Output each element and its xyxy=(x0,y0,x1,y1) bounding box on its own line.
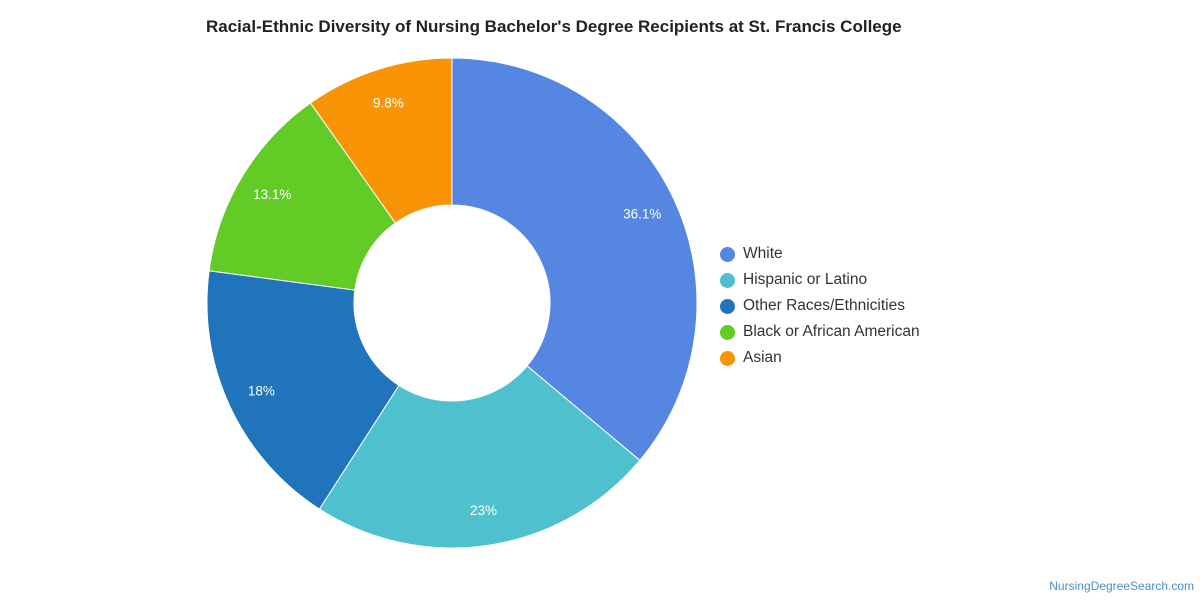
legend-swatch-icon xyxy=(720,350,735,366)
legend-item-hispanic-or-latino[interactable]: Hispanic or Latino xyxy=(720,267,920,293)
data-label-hispanic-or-latino: 23% xyxy=(470,503,497,518)
slice-hispanic-or-latino[interactable] xyxy=(318,365,641,549)
slice-black-or-african-american[interactable] xyxy=(208,102,397,291)
legend-label: Black or African American xyxy=(743,323,920,340)
legend-item-white[interactable]: White xyxy=(720,241,920,267)
legend-swatch-icon xyxy=(720,324,735,340)
legend-item-black-or-african-american[interactable]: Black or African American xyxy=(720,319,920,345)
legend-label: Asian xyxy=(743,349,782,366)
slice-white[interactable] xyxy=(451,57,698,462)
legend-swatch-icon xyxy=(720,298,735,314)
legend-label: Other Races/Ethnicities xyxy=(743,297,905,314)
data-label-black-or-african-american: 13.1% xyxy=(253,187,291,202)
legend-item-asian[interactable]: Asian xyxy=(720,345,920,371)
legend-swatch-icon xyxy=(720,246,735,262)
data-label-asian: 9.8% xyxy=(373,95,404,110)
legend-label: White xyxy=(743,245,783,262)
data-label-other-races-ethnicities: 18% xyxy=(248,384,275,399)
chart-legend: White Hispanic or Latino Other Races/Ethni… xyxy=(720,241,920,371)
slice-asian[interactable] xyxy=(309,57,453,224)
legend-swatch-icon xyxy=(720,272,735,288)
slice-other-races-ethnicities[interactable] xyxy=(206,270,400,510)
legend-label: Hispanic or Latino xyxy=(743,271,868,288)
site-watermark[interactable]: NursingDegreeSearch.com xyxy=(1049,579,1194,593)
data-label-white: 36.1% xyxy=(623,207,661,222)
legend-item-other-races-ethnicities[interactable]: Other Races/Ethnicities xyxy=(720,293,920,319)
chart-title: Racial-Ethnic Diversity of Nursing Bache… xyxy=(206,17,902,36)
